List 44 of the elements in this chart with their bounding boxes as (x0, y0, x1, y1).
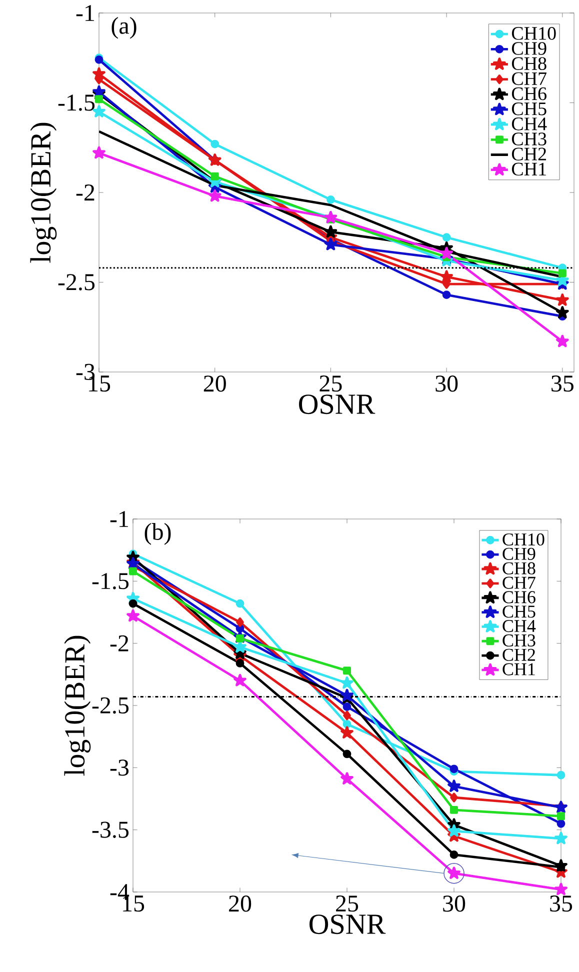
legend-label: CH9 (502, 548, 536, 560)
legend-label: CH2 (512, 148, 546, 160)
legend-label: CH5 (512, 102, 546, 116)
y-tick-label: -2 (110, 635, 128, 652)
x-axis-title: OSNR (310, 914, 386, 934)
legend-label: CH8 (502, 562, 536, 574)
y-tick-label: -3.5 (92, 822, 129, 838)
y-tick-label: -2 (76, 184, 94, 200)
y-axis-title: log10(BER) (30, 122, 57, 263)
annotation: (b) (144, 523, 171, 545)
y-tick-label: -2.5 (58, 274, 95, 290)
x-axis-title: OSNR (299, 394, 376, 414)
legend-label: CH7 (512, 72, 547, 86)
legend-label: CH3 (502, 634, 536, 647)
legend-label: CH7 (502, 576, 536, 589)
legend-label: CH6 (512, 87, 546, 100)
legend-label: CH10 (512, 26, 556, 40)
y-tick-label: -1 (110, 511, 128, 527)
x-tick-label: 30 (436, 376, 458, 392)
y-tick-label: -2.5 (92, 697, 129, 714)
legend-label: CH4 (512, 118, 547, 130)
x-tick-label: 20 (229, 896, 252, 912)
y-tick-label: -1.5 (92, 573, 129, 590)
legend-label: CH6 (502, 591, 536, 604)
legend-label: CH2 (502, 648, 535, 661)
y-tick-label: -1.5 (58, 94, 95, 111)
y-tick-label: -3 (110, 760, 129, 776)
y-axis-title: log10(BER) (64, 636, 91, 776)
x-tick-label: 25 (336, 896, 358, 912)
legend-label: CH9 (512, 42, 546, 55)
x-tick-label: 35 (552, 376, 574, 392)
legend-label: CH4 (502, 620, 536, 632)
legend-label: CH5 (502, 606, 536, 618)
annotation: (a) (112, 16, 136, 39)
x-tick-label: 30 (443, 896, 466, 912)
legend-label: CH10 (502, 533, 544, 546)
legend-label: CH3 (512, 132, 546, 146)
y-tick-label: -1 (76, 5, 94, 21)
legend-label: CH1 (512, 162, 546, 176)
legend-label: CH8 (512, 57, 546, 70)
x-tick-label: 25 (320, 376, 342, 392)
x-tick-label: 35 (550, 896, 572, 912)
x-tick-label: 20 (204, 376, 226, 392)
legend-label: CH1 (502, 663, 535, 676)
